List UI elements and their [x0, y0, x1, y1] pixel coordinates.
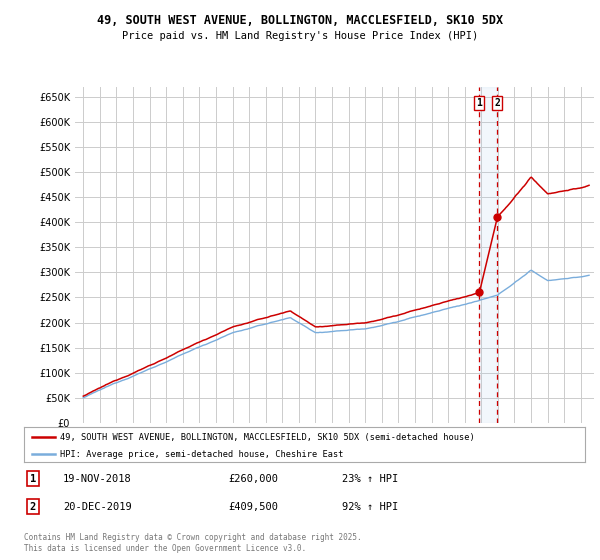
Text: 92% ↑ HPI: 92% ↑ HPI	[342, 502, 398, 512]
Text: 49, SOUTH WEST AVENUE, BOLLINGTON, MACCLESFIELD, SK10 5DX: 49, SOUTH WEST AVENUE, BOLLINGTON, MACCL…	[97, 14, 503, 27]
Text: HPI: Average price, semi-detached house, Cheshire East: HPI: Average price, semi-detached house,…	[61, 450, 344, 459]
Text: 2: 2	[494, 98, 500, 108]
Bar	[479, 87, 497, 423]
Text: Contains HM Land Registry data © Crown copyright and database right 2025.
This d: Contains HM Land Registry data © Crown c…	[24, 533, 362, 553]
Text: 49, SOUTH WEST AVENUE, BOLLINGTON, MACCLESFIELD, SK10 5DX (semi-detached house): 49, SOUTH WEST AVENUE, BOLLINGTON, MACCL…	[61, 432, 475, 441]
Text: 19-NOV-2018: 19-NOV-2018	[63, 474, 132, 484]
Text: 2: 2	[30, 502, 36, 512]
Text: 1: 1	[30, 474, 36, 484]
Text: £409,500: £409,500	[228, 502, 278, 512]
Text: 20-DEC-2019: 20-DEC-2019	[63, 502, 132, 512]
Text: Price paid vs. HM Land Registry's House Price Index (HPI): Price paid vs. HM Land Registry's House …	[122, 31, 478, 41]
Text: 23% ↑ HPI: 23% ↑ HPI	[342, 474, 398, 484]
Text: 1: 1	[476, 98, 482, 108]
Text: £260,000: £260,000	[228, 474, 278, 484]
